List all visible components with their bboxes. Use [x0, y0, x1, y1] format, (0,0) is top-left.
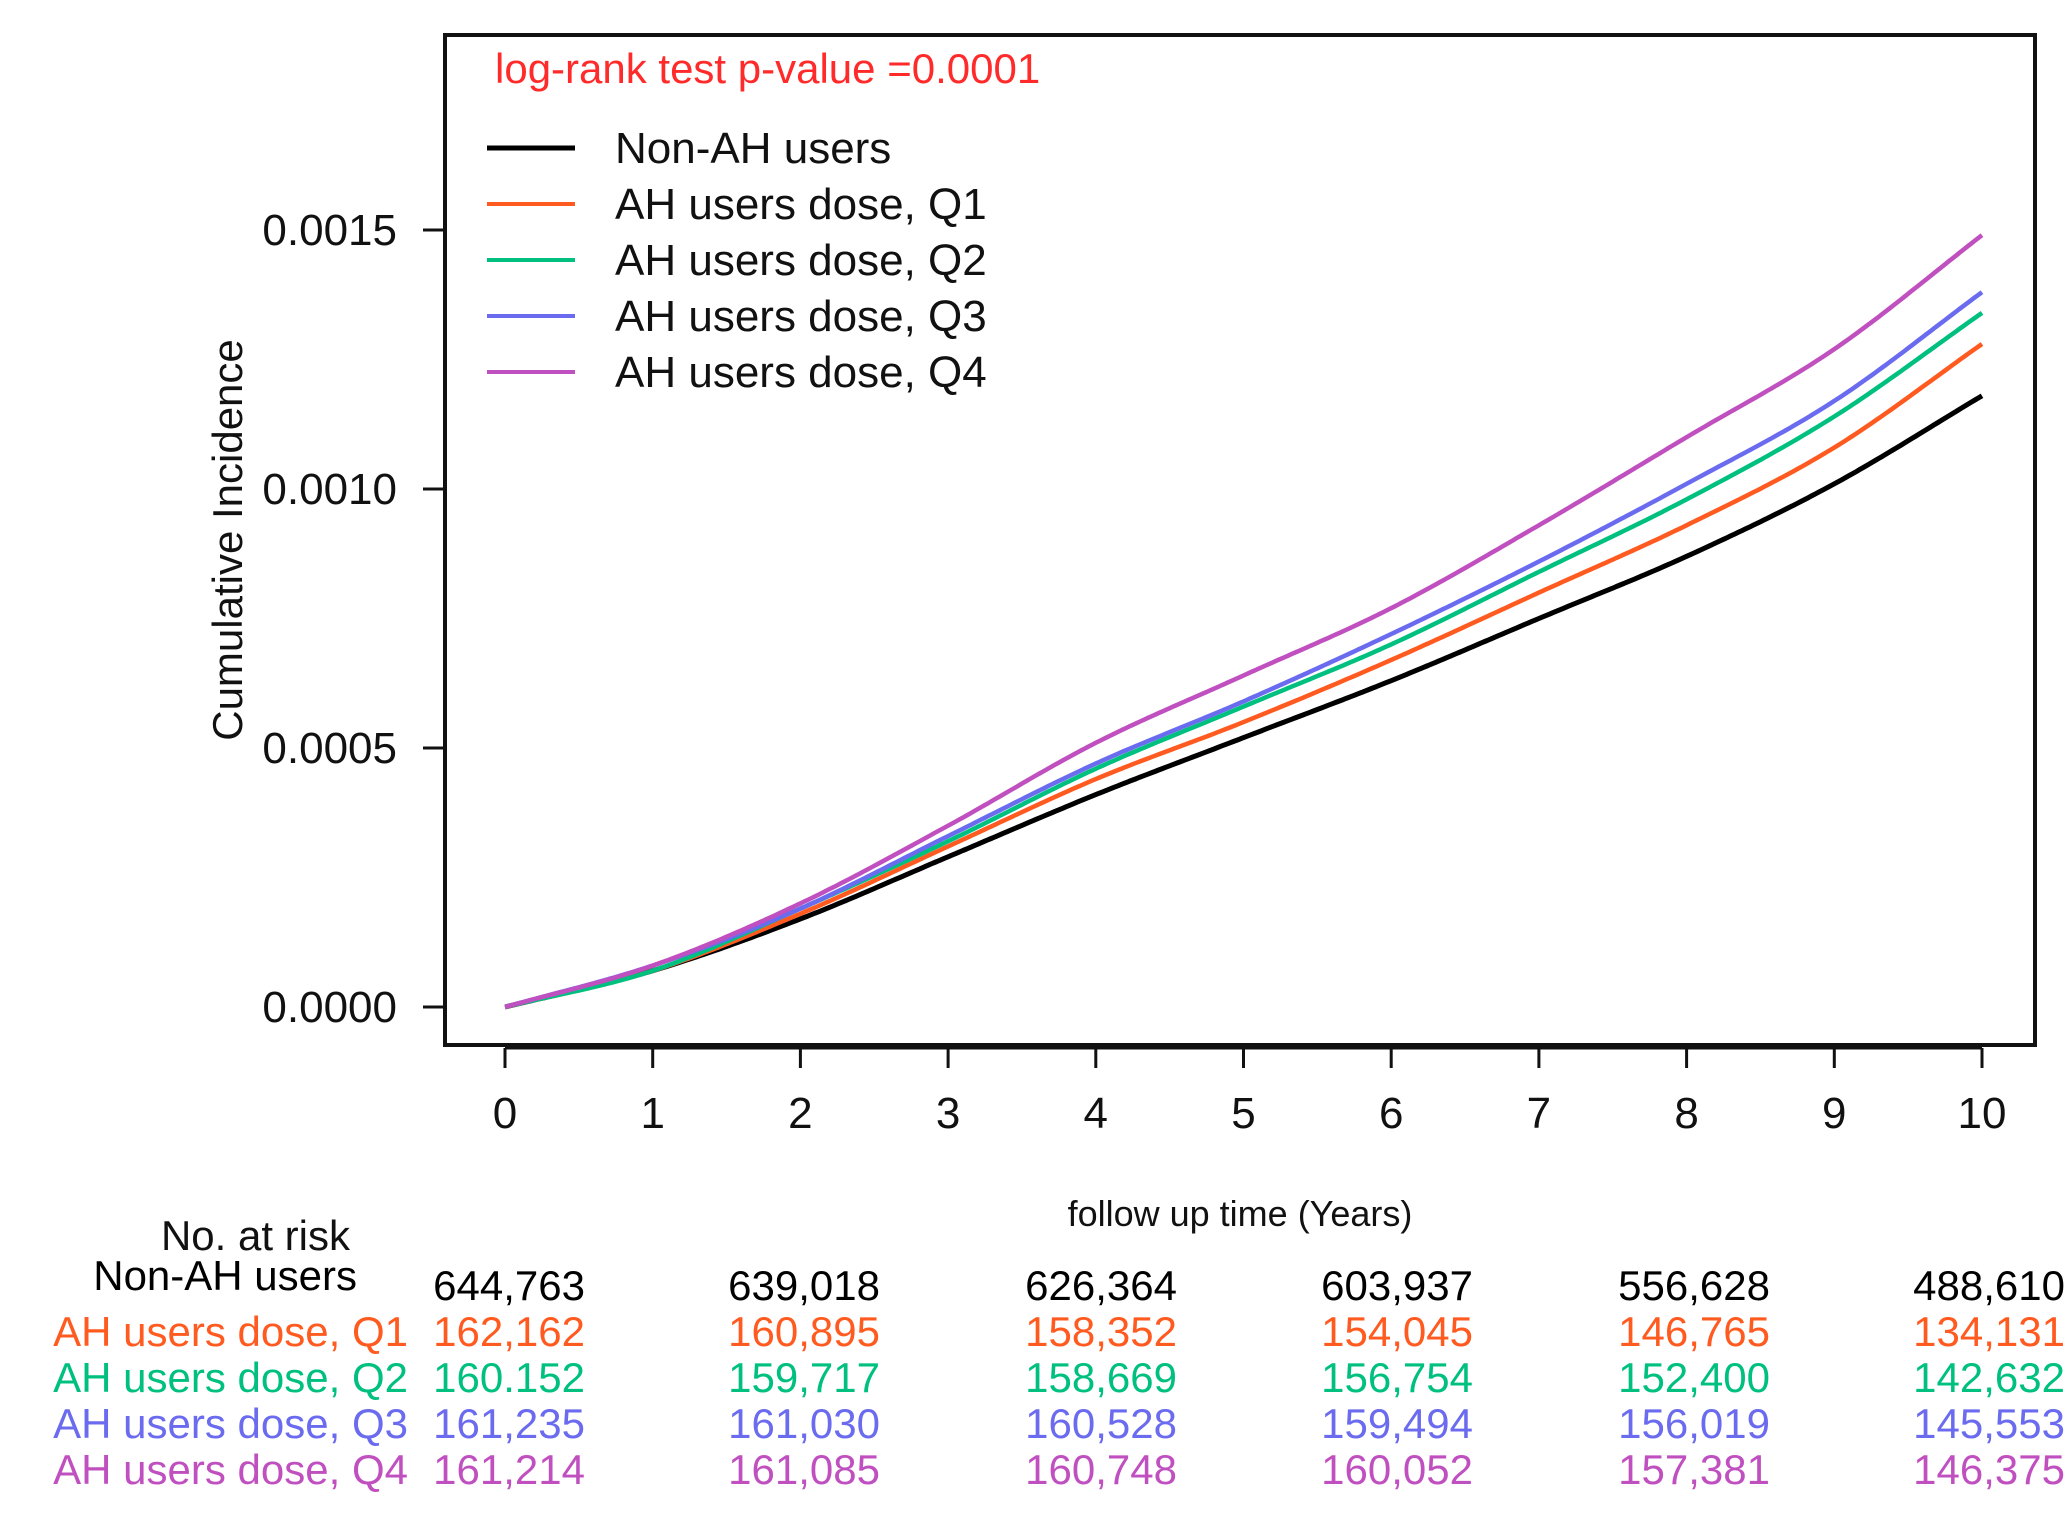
risk-cell: 161,214: [433, 1446, 585, 1493]
risk-row-label: AH users dose, Q3: [53, 1400, 408, 1447]
legend-label: AH users dose, Q2: [615, 236, 987, 285]
risk-cell: 644,763: [433, 1262, 585, 1309]
log-rank-annotation: log-rank test p-value =0.0001: [495, 45, 1040, 92]
axes: 0 1 2 3 4 5 6 7 8 9 10 0.0000 0.0005 0.0010 0.0015: [262, 206, 2006, 1138]
risk-cell: 161,030: [728, 1400, 880, 1447]
risk-table: Non-AH users 644,763 639,018 626,364 603,937…: [53, 1252, 2065, 1493]
risk-cell: 160.152: [433, 1354, 585, 1401]
risk-row-label: AH users dose, Q2: [53, 1354, 408, 1401]
risk-table-title: No. at risk: [161, 1212, 351, 1259]
risk-cell: 142,632: [1913, 1354, 2065, 1401]
risk-cell: 156,754: [1321, 1354, 1473, 1401]
x-axis-label: follow up time (Years): [1068, 1193, 1413, 1234]
risk-cell: 160,748: [1025, 1446, 1177, 1493]
x-tick-label: 10: [1958, 1089, 2007, 1138]
risk-cell: 162,162: [433, 1308, 585, 1355]
risk-cell: 158,352: [1025, 1308, 1177, 1355]
x-tick-label: 5: [1231, 1089, 1255, 1138]
risk-cell: 152,400: [1618, 1354, 1770, 1401]
risk-cell: 603,937: [1321, 1262, 1473, 1309]
risk-cell: 154,045: [1321, 1308, 1473, 1355]
y-axis-label: Cumulative Incidence: [204, 339, 251, 741]
x-tick-label: 0: [493, 1089, 517, 1138]
risk-cell: 145,553: [1913, 1400, 2065, 1447]
plot-frame: [443, 33, 2037, 1047]
x-tick-label: 2: [788, 1089, 812, 1138]
legend-label: AH users dose, Q4: [615, 348, 987, 397]
risk-cell: 158,669: [1025, 1354, 1177, 1401]
series-line-non-ah-users: [504, 393, 1984, 1010]
x-tick-label: 3: [936, 1089, 960, 1138]
y-tick-label: 0.0010: [262, 465, 397, 514]
x-tick-label: 6: [1379, 1089, 1403, 1138]
series-line-ah-q1: [504, 342, 1984, 1010]
y-tick-label: 0.0015: [262, 206, 397, 255]
x-tick-label: 7: [1527, 1089, 1551, 1138]
y-tick-label: 0.0005: [262, 724, 397, 773]
risk-cell: 626,364: [1025, 1262, 1177, 1309]
series-line-ah-q4: [504, 233, 1984, 1010]
risk-cell: 159,717: [728, 1354, 880, 1401]
series-line-ah-q3: [504, 290, 1984, 1010]
x-tick-label: 9: [1822, 1089, 1846, 1138]
risk-cell: 160,052: [1321, 1446, 1473, 1493]
legend-label: AH users dose, Q3: [615, 292, 987, 341]
risk-cell: 157,381: [1618, 1446, 1770, 1493]
risk-row-label: AH users dose, Q4: [53, 1446, 408, 1493]
risk-cell: 556,628: [1618, 1262, 1770, 1309]
risk-cell: 146,375: [1913, 1446, 2065, 1493]
risk-cell: 639,018: [728, 1262, 880, 1309]
risk-cell: 160,528: [1025, 1400, 1177, 1447]
x-tick-label: 1: [640, 1089, 664, 1138]
risk-cell: 146,765: [1618, 1308, 1770, 1355]
series-line-ah-q2: [504, 311, 1984, 1010]
risk-cell: 161,085: [728, 1446, 880, 1493]
risk-cell: 156,019: [1618, 1400, 1770, 1447]
risk-row-label: AH users dose, Q1: [53, 1308, 408, 1355]
series-curves: [504, 233, 1984, 1010]
y-tick-label: 0.0000: [262, 983, 397, 1032]
legend: Non-AH users AH users dose, Q1 AH users do…: [487, 124, 987, 397]
risk-cell: 488,610: [1913, 1262, 2065, 1309]
risk-cell: 159,494: [1321, 1400, 1473, 1447]
risk-cell: 134,131: [1913, 1308, 2065, 1355]
legend-label: AH users dose, Q1: [615, 180, 987, 229]
risk-cell: 160,895: [728, 1308, 880, 1355]
risk-row-label: Non-AH users: [93, 1252, 357, 1299]
x-tick-label: 4: [1084, 1089, 1108, 1138]
x-tick-label: 8: [1674, 1089, 1698, 1138]
legend-label: Non-AH users: [615, 124, 891, 173]
risk-cell: 161,235: [433, 1400, 585, 1447]
